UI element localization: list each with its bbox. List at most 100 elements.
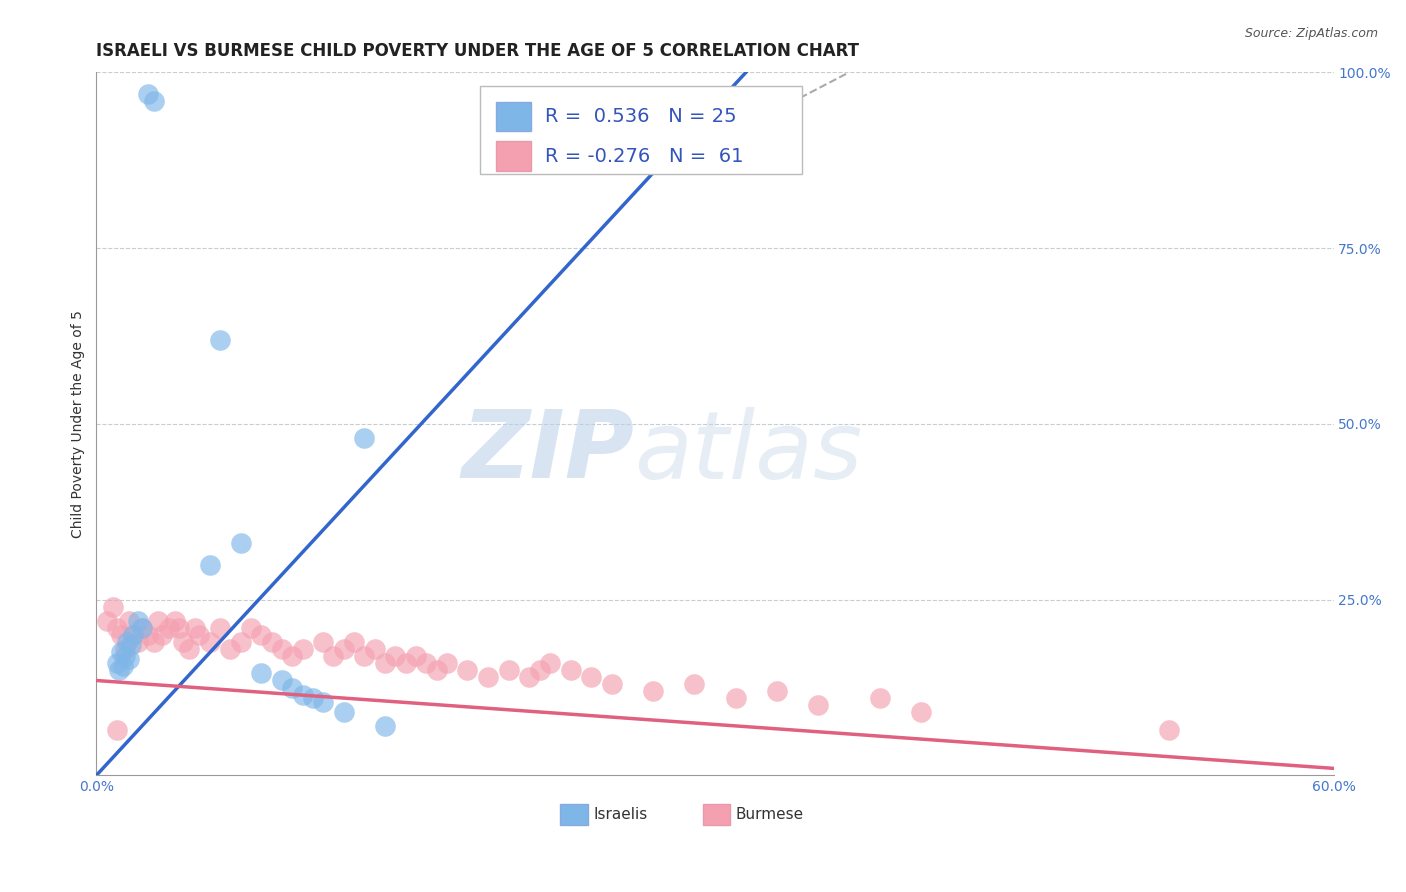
Point xyxy=(229,635,252,649)
Point xyxy=(415,656,437,670)
Point xyxy=(209,333,232,347)
Point xyxy=(105,723,128,737)
Point xyxy=(101,599,124,614)
Point xyxy=(167,621,190,635)
Point xyxy=(333,641,356,656)
Point xyxy=(172,635,194,649)
Point xyxy=(374,719,396,733)
Point xyxy=(302,691,325,706)
Point xyxy=(353,431,375,445)
Point xyxy=(250,628,273,642)
Point xyxy=(765,684,787,698)
Point xyxy=(131,621,153,635)
Text: Israelis: Israelis xyxy=(593,806,648,822)
Y-axis label: Child Poverty Under the Age of 5: Child Poverty Under the Age of 5 xyxy=(72,310,86,538)
Point xyxy=(291,688,314,702)
Point xyxy=(118,614,141,628)
Point xyxy=(105,621,128,635)
Point xyxy=(108,663,131,677)
Point xyxy=(271,673,294,688)
Point xyxy=(110,628,132,642)
Point xyxy=(120,638,142,652)
Point xyxy=(374,656,396,670)
Point xyxy=(1157,723,1180,737)
Text: ISRAELI VS BURMESE CHILD POVERTY UNDER THE AGE OF 5 CORRELATION CHART: ISRAELI VS BURMESE CHILD POVERTY UNDER T… xyxy=(97,42,859,60)
Point xyxy=(405,648,427,663)
Point xyxy=(198,558,221,572)
Point xyxy=(529,663,551,677)
Point xyxy=(395,656,418,670)
Text: ZIP: ZIP xyxy=(461,406,634,498)
Text: Source: ZipAtlas.com: Source: ZipAtlas.com xyxy=(1244,27,1378,40)
Point xyxy=(229,536,252,550)
Point xyxy=(143,94,166,108)
Bar xyxy=(560,804,588,824)
Point xyxy=(240,621,263,635)
Bar xyxy=(496,141,530,171)
Point xyxy=(122,628,145,642)
Point xyxy=(312,635,335,649)
Point xyxy=(477,670,499,684)
Bar xyxy=(496,102,530,131)
Text: R = -0.276   N =  61: R = -0.276 N = 61 xyxy=(546,146,744,166)
Point xyxy=(312,695,335,709)
Point xyxy=(131,621,153,635)
Point xyxy=(807,698,830,712)
Point xyxy=(353,648,375,663)
Point xyxy=(150,628,173,642)
Point xyxy=(184,621,207,635)
Point xyxy=(271,641,294,656)
Point xyxy=(148,614,170,628)
Point xyxy=(114,648,136,663)
Point xyxy=(157,621,180,635)
Point xyxy=(291,641,314,656)
Point xyxy=(179,641,201,656)
Point xyxy=(260,635,283,649)
Point xyxy=(136,628,159,642)
Point xyxy=(281,681,304,695)
Point xyxy=(498,663,520,677)
Point xyxy=(219,641,242,656)
Point xyxy=(724,691,747,706)
Point xyxy=(683,677,706,691)
Point xyxy=(869,691,891,706)
Point xyxy=(333,705,356,719)
Point xyxy=(188,628,211,642)
Point xyxy=(209,621,232,635)
Point xyxy=(250,666,273,681)
Point xyxy=(538,656,561,670)
Point xyxy=(457,663,479,677)
Point xyxy=(114,641,136,656)
Point xyxy=(281,648,304,663)
Point xyxy=(105,656,128,670)
Point xyxy=(143,635,166,649)
Point xyxy=(127,614,149,628)
Point xyxy=(118,652,141,666)
Point xyxy=(136,87,159,101)
Point xyxy=(579,670,602,684)
Point xyxy=(96,614,118,628)
Point xyxy=(364,641,387,656)
Bar xyxy=(703,804,730,824)
Point xyxy=(127,635,149,649)
Text: R =  0.536   N = 25: R = 0.536 N = 25 xyxy=(546,107,737,126)
Point xyxy=(117,635,139,649)
Point xyxy=(384,648,406,663)
FancyBboxPatch shape xyxy=(479,87,801,174)
Point xyxy=(910,705,932,719)
Point xyxy=(322,648,344,663)
Point xyxy=(560,663,582,677)
Point xyxy=(517,670,540,684)
Point xyxy=(112,659,135,673)
Point xyxy=(198,635,221,649)
Point xyxy=(110,645,132,659)
Text: Burmese: Burmese xyxy=(735,806,804,822)
Text: atlas: atlas xyxy=(634,407,863,498)
Point xyxy=(600,677,623,691)
Point xyxy=(163,614,186,628)
Point xyxy=(426,663,449,677)
Point xyxy=(343,635,366,649)
Point xyxy=(122,628,145,642)
Point xyxy=(436,656,458,670)
Point xyxy=(641,684,664,698)
